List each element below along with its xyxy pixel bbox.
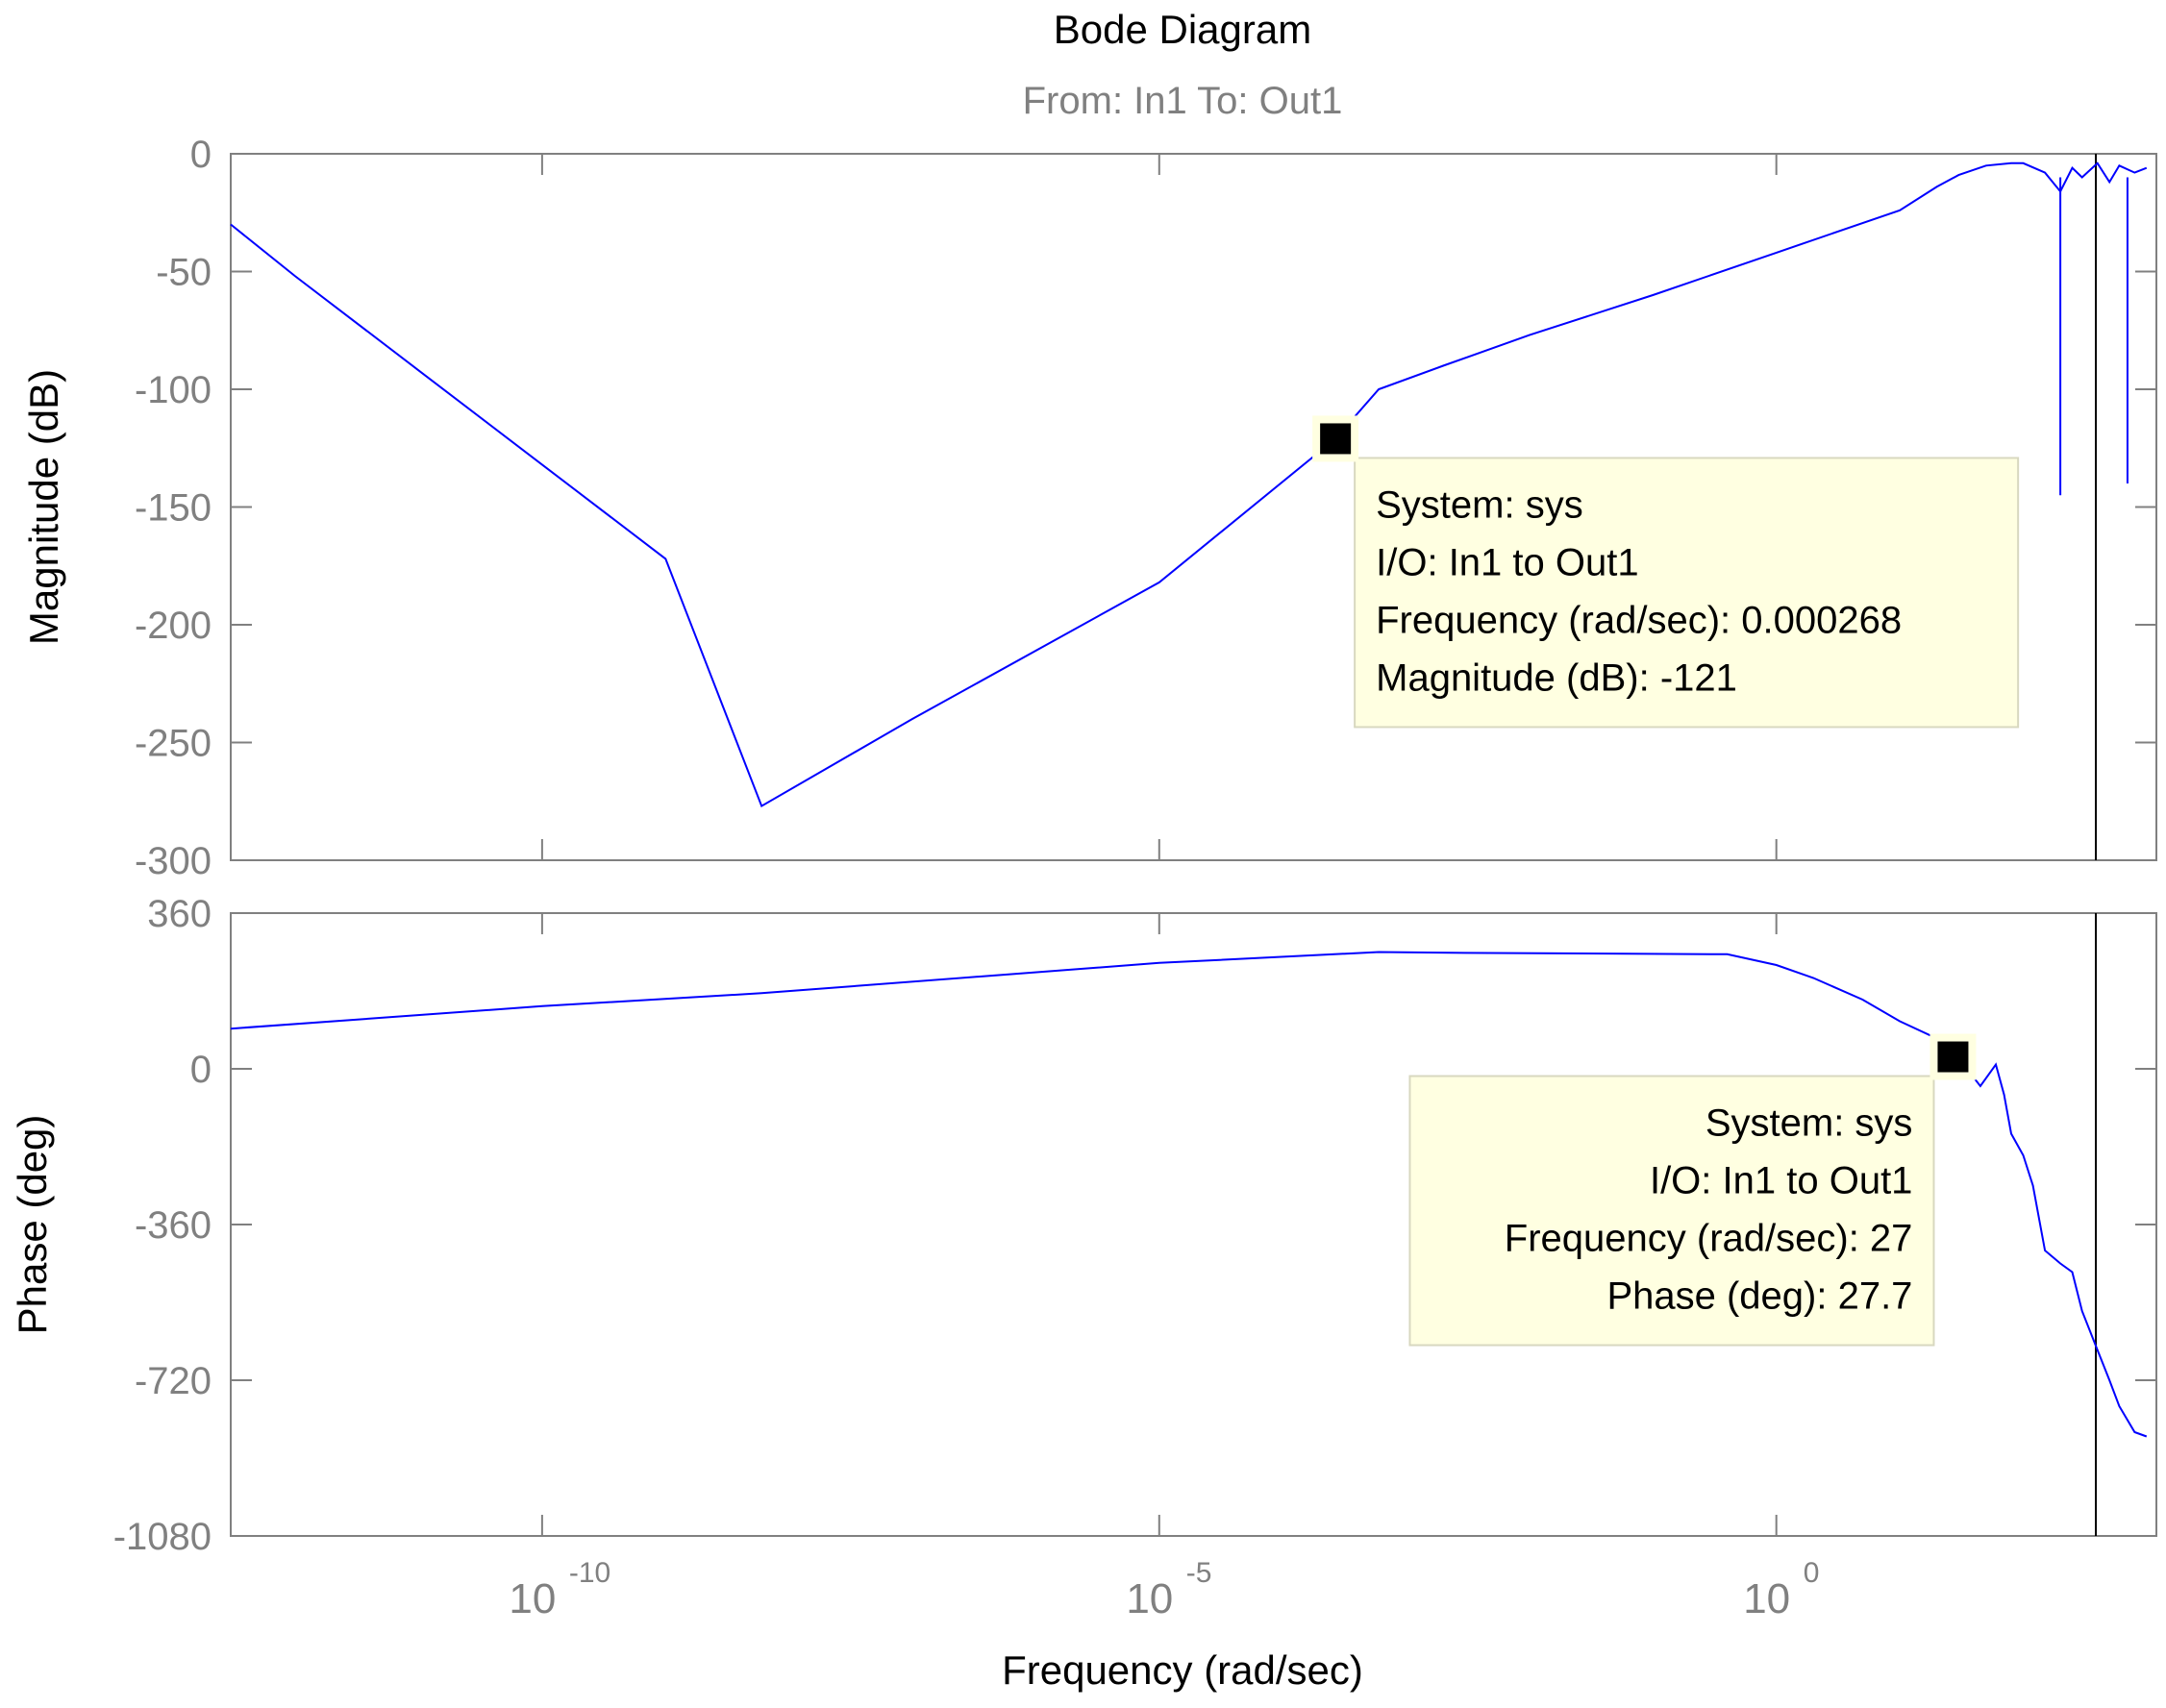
y-tick-label: -50 <box>156 252 212 294</box>
x-tick-label: 10 <box>509 1575 556 1622</box>
y-tick-label: -720 <box>135 1360 212 1402</box>
chart-subtitle: From: In1 To: Out1 <box>1023 80 1343 122</box>
y-tick-label: -200 <box>135 605 212 647</box>
series-line <box>230 951 2148 1438</box>
datatip-line: Frequency (rad/sec): 0.000268 <box>1376 599 1902 641</box>
y-tick-label: -300 <box>135 840 212 882</box>
datatip-line: System: sys <box>1705 1102 1913 1145</box>
datatip-line: Frequency (rad/sec): 27 <box>1505 1218 1913 1260</box>
y-tick-label: 0 <box>190 1049 212 1091</box>
y-tick-label: -1080 <box>113 1516 212 1558</box>
y-tick-label: 0 <box>190 134 212 176</box>
phase-panel: 360 0 -360 -720 -1080 Phase (deg) System: sys I… <box>10 893 2157 1622</box>
x-tick-exponent: -10 <box>569 1557 610 1589</box>
datatip-marker <box>1320 423 1352 455</box>
y-tick-label: -360 <box>135 1204 212 1247</box>
x-tick-exponent: 0 <box>1804 1557 1820 1589</box>
x-tick-label: 10 <box>1126 1575 1173 1622</box>
y-tick-label: -250 <box>135 723 212 765</box>
x-tick-exponent: -5 <box>1186 1557 1212 1589</box>
series-line <box>230 161 2148 808</box>
datatip-line: System: sys <box>1376 483 1583 526</box>
datatip-line: I/O: In1 to Out1 <box>1650 1160 1912 1202</box>
y-tick-label: -150 <box>135 487 212 530</box>
y-tick-label: 360 <box>147 893 212 935</box>
y-axis-label: Magnitude (dB) <box>21 369 66 645</box>
datatip-line: I/O: In1 to Out1 <box>1376 541 1638 583</box>
y-axis-label: Phase (deg) <box>10 1115 55 1335</box>
datatip-box <box>1354 457 2020 729</box>
y-tick-label: -100 <box>135 369 212 411</box>
x-tick-label: 10 <box>1743 1575 1790 1622</box>
x-axis-label: Frequency (rad/sec) <box>1002 1647 1363 1693</box>
magnitude-panel: 0 -50 -100 -150 -200 -250 -300 Magnitude (dB) Sy… <box>21 134 2157 882</box>
datatip-line: Phase (deg): 27.7 <box>1606 1275 1912 1318</box>
chart-title: Bode Diagram <box>1054 7 1311 52</box>
datatip-box <box>1408 1075 1935 1347</box>
datatip-marker <box>1937 1041 1969 1073</box>
datatip-line: Magnitude (dB): -121 <box>1376 656 1737 699</box>
